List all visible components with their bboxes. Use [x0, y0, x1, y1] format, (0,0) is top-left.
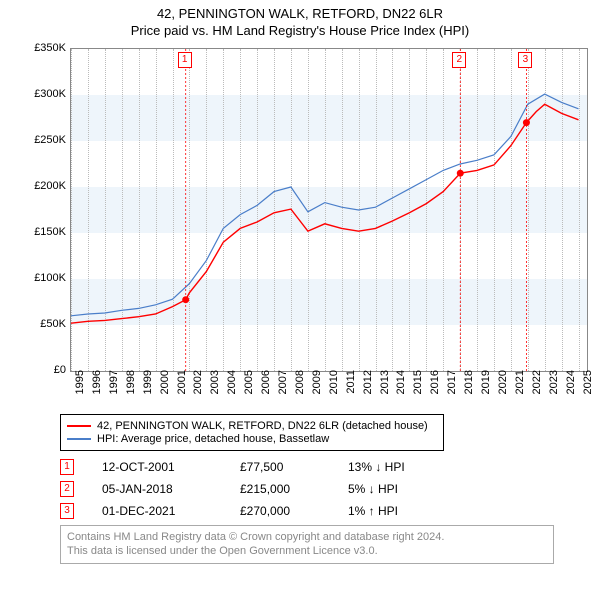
callout-price: £215,000: [240, 482, 320, 496]
callout-number: 3: [60, 503, 74, 519]
legend-swatch: [67, 438, 91, 440]
footer-line-1: Contains HM Land Registry data © Crown c…: [67, 530, 547, 544]
legend-item: 42, PENNINGTON WALK, RETFORD, DN22 6LR (…: [67, 420, 437, 432]
x-axis-label: 2015: [412, 370, 424, 402]
x-axis-label: 2009: [311, 370, 323, 402]
callout-delta: 5% ↓ HPI: [348, 482, 438, 496]
marker-number-box: 2: [452, 52, 466, 68]
legend-item: HPI: Average price, detached house, Bass…: [67, 433, 437, 445]
x-axis-label: 2001: [176, 370, 188, 402]
x-axis-label: 2007: [277, 370, 289, 402]
callout-row: 3 01-DEC-2021 £270,000 1% ↑ HPI: [60, 503, 588, 519]
x-axis-label: 2020: [497, 370, 509, 402]
x-axis-label: 2021: [514, 370, 526, 402]
x-axis-label: 2002: [192, 370, 204, 402]
y-axis-label: £150K: [26, 226, 66, 238]
callout-date: 05-JAN-2018: [102, 482, 212, 496]
x-axis-label: 1999: [142, 370, 154, 402]
x-axis-label: 1995: [74, 370, 86, 402]
x-axis-label: 1998: [125, 370, 137, 402]
callout-number: 1: [60, 459, 74, 475]
x-axis-label: 2019: [480, 370, 492, 402]
x-axis-label: 2010: [328, 370, 340, 402]
page-title: 42, PENNINGTON WALK, RETFORD, DN22 6LR: [0, 6, 600, 21]
legend-label: 42, PENNINGTON WALK, RETFORD, DN22 6LR (…: [97, 420, 428, 432]
callout-number: 2: [60, 481, 74, 497]
y-axis-label: £250K: [26, 134, 66, 146]
chart: £0£50K£100K£150K£200K£250K£300K£350K1995…: [28, 48, 588, 408]
x-axis-label: 2000: [159, 370, 171, 402]
x-axis-label: 2005: [243, 370, 255, 402]
plot-area: [70, 48, 588, 372]
x-axis-label: 2025: [582, 370, 594, 402]
x-axis-label: 2018: [463, 370, 475, 402]
marker-dot: [523, 119, 530, 126]
legend-label: HPI: Average price, detached house, Bass…: [97, 433, 329, 445]
x-axis-label: 2014: [395, 370, 407, 402]
x-axis-label: 2012: [362, 370, 374, 402]
x-axis-label: 2024: [565, 370, 577, 402]
x-axis-label: 2011: [345, 370, 357, 402]
callout-date: 01-DEC-2021: [102, 504, 212, 518]
series-hpi: [71, 94, 579, 316]
y-axis-label: £300K: [26, 88, 66, 100]
x-axis-label: 2017: [446, 370, 458, 402]
x-axis-label: 2016: [429, 370, 441, 402]
callout-date: 12-OCT-2001: [102, 460, 212, 474]
chart-svg: [71, 49, 587, 371]
y-axis-label: £0: [26, 364, 66, 376]
x-axis-label: 2008: [294, 370, 306, 402]
x-axis-label: 1997: [108, 370, 120, 402]
callout-delta: 1% ↑ HPI: [348, 504, 438, 518]
x-axis-label: 1996: [91, 370, 103, 402]
marker-dot: [457, 170, 464, 177]
callout-price: £77,500: [240, 460, 320, 474]
x-axis-label: 2006: [260, 370, 272, 402]
footer-line-2: This data is licensed under the Open Gov…: [67, 544, 547, 558]
series-property: [71, 104, 579, 323]
marker-dot: [182, 296, 189, 303]
y-axis-label: £200K: [26, 180, 66, 192]
callout-row: 2 05-JAN-2018 £215,000 5% ↓ HPI: [60, 481, 588, 497]
callout-table: 1 12-OCT-2001 £77,500 13% ↓ HPI 2 05-JAN-2018…: [60, 459, 588, 519]
callout-row: 1 12-OCT-2001 £77,500 13% ↓ HPI: [60, 459, 588, 475]
y-axis-label: £350K: [26, 42, 66, 54]
page-subtitle: Price paid vs. HM Land Registry's House …: [0, 23, 600, 38]
legend: 42, PENNINGTON WALK, RETFORD, DN22 6LR (…: [60, 414, 444, 451]
x-axis-label: 2003: [209, 370, 221, 402]
x-axis-label: 2013: [379, 370, 391, 402]
legend-swatch: [67, 425, 91, 427]
marker-number-box: 3: [518, 52, 532, 68]
callout-delta: 13% ↓ HPI: [348, 460, 438, 474]
marker-number-box: 1: [178, 52, 192, 68]
callout-price: £270,000: [240, 504, 320, 518]
x-axis-label: 2004: [226, 370, 238, 402]
x-axis-label: 2022: [531, 370, 543, 402]
y-axis-label: £50K: [26, 318, 66, 330]
footer-attribution: Contains HM Land Registry data © Crown c…: [60, 525, 554, 564]
x-axis-label: 2023: [548, 370, 560, 402]
y-axis-label: £100K: [26, 272, 66, 284]
